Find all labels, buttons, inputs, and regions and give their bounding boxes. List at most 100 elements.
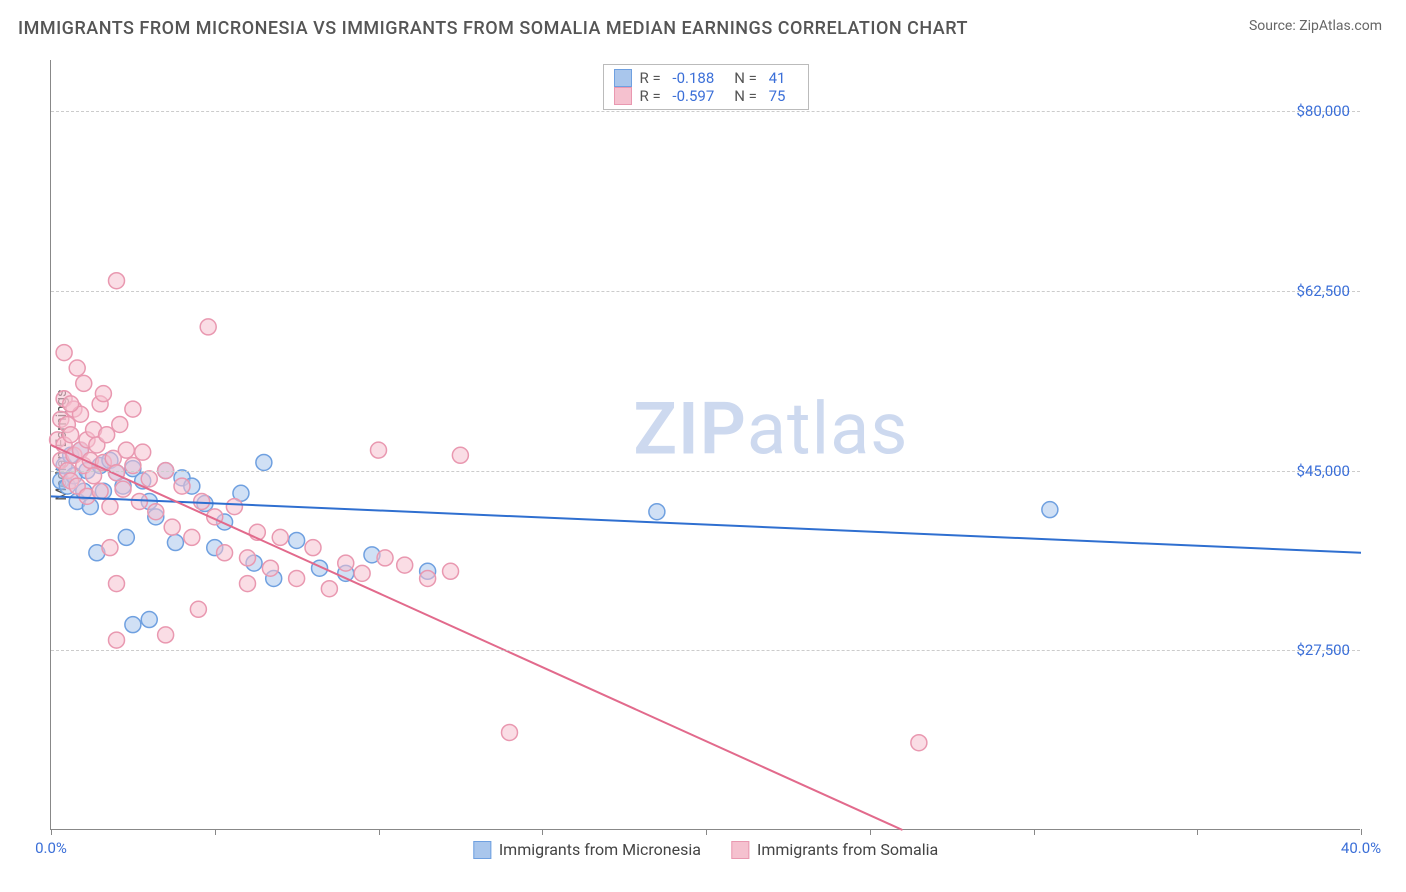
chart-title: IMMIGRANTS FROM MICRONESIA VS IMMIGRANTS… <box>18 18 968 39</box>
x-label-right: 40.0% <box>1341 839 1381 857</box>
data-point <box>92 483 108 499</box>
data-point <box>305 540 321 556</box>
data-point <box>164 519 180 535</box>
x-tick <box>542 829 543 835</box>
data-point <box>200 319 216 335</box>
data-point <box>95 386 111 402</box>
source-attribution: Source: ZipAtlas.com <box>1249 18 1382 34</box>
data-point <box>109 632 125 648</box>
data-point <box>167 535 183 551</box>
gridline <box>51 650 1360 651</box>
data-point <box>148 504 164 520</box>
r-value: -0.597 <box>672 87 714 105</box>
r-label: R = <box>640 87 665 105</box>
data-point <box>420 570 436 586</box>
y-tick-label: $80,000 <box>1296 102 1350 120</box>
legend-stat-row: R = -0.188 N = 41 <box>614 69 798 87</box>
gridline <box>51 291 1360 292</box>
data-point <box>354 565 370 581</box>
data-point <box>131 493 147 509</box>
data-point <box>502 724 518 740</box>
data-point <box>194 493 210 509</box>
data-point <box>911 735 927 751</box>
legend-label: Immigrants from Micronesia <box>499 840 701 859</box>
data-point <box>321 581 337 597</box>
gridline <box>51 111 1360 112</box>
data-point <box>377 550 393 566</box>
y-tick-label: $45,000 <box>1296 462 1350 480</box>
data-point <box>63 396 79 412</box>
x-tick <box>379 829 380 835</box>
legend-item: Immigrants from Somalia <box>731 840 938 859</box>
data-point <box>99 427 115 443</box>
legend-label: Immigrants from Somalia <box>757 840 938 859</box>
x-tick <box>1034 829 1035 835</box>
data-point <box>125 401 141 417</box>
x-tick <box>51 829 52 835</box>
data-point <box>118 529 134 545</box>
series-legend: Immigrants from Micronesia Immigrants fro… <box>473 840 938 859</box>
n-value: 75 <box>769 87 786 105</box>
correlation-legend: R = -0.188 N = 41 R = -0.597 N = 75 <box>603 64 809 110</box>
data-point <box>112 416 128 432</box>
data-point <box>69 360 85 376</box>
data-point <box>256 454 272 470</box>
regression-line <box>51 496 1361 552</box>
data-point <box>56 345 72 361</box>
legend-swatch <box>731 841 749 859</box>
data-point <box>115 481 131 497</box>
x-tick <box>1197 829 1198 835</box>
scatter-svg <box>51 60 1360 829</box>
data-point <box>109 273 125 289</box>
data-point <box>272 529 288 545</box>
data-point <box>240 576 256 592</box>
data-point <box>289 532 305 548</box>
x-tick <box>870 829 871 835</box>
data-point <box>289 570 305 586</box>
legend-stat-row: R = -0.597 N = 75 <box>614 87 798 105</box>
x-label-left: 0.0% <box>35 839 67 857</box>
data-point <box>174 478 190 494</box>
data-point <box>109 576 125 592</box>
legend-swatch <box>473 841 491 859</box>
data-point <box>63 427 79 443</box>
n-label: N = <box>734 69 760 87</box>
x-tick <box>706 829 707 835</box>
data-point <box>649 504 665 520</box>
r-value: -0.188 <box>672 69 714 87</box>
data-point <box>102 499 118 515</box>
x-tick <box>1361 829 1362 835</box>
n-label: N = <box>734 87 760 105</box>
data-point <box>76 375 92 391</box>
data-point <box>141 612 157 628</box>
data-point <box>226 499 242 515</box>
regression-line <box>51 445 903 830</box>
data-point <box>190 601 206 617</box>
chart-plot-area: Median Earnings ZIPatlas R = -0.188N = 4… <box>50 60 1360 830</box>
legend-item: Immigrants from Micronesia <box>473 840 701 859</box>
source-name: ZipAtlas.com <box>1299 18 1382 34</box>
x-tick <box>215 829 216 835</box>
legend-swatch <box>614 69 632 87</box>
gridline <box>51 471 1360 472</box>
data-point <box>135 444 151 460</box>
data-point <box>240 550 256 566</box>
data-point <box>338 555 354 571</box>
data-point <box>141 471 157 487</box>
data-point <box>125 617 141 633</box>
data-point <box>217 545 233 561</box>
data-point <box>371 442 387 458</box>
data-point <box>158 627 174 643</box>
data-point <box>443 563 459 579</box>
n-value: 41 <box>769 69 786 87</box>
data-point <box>184 529 200 545</box>
data-point <box>397 557 413 573</box>
y-tick-label: $62,500 <box>1296 282 1350 300</box>
y-tick-label: $27,500 <box>1296 641 1350 659</box>
source-prefix: Source: <box>1249 18 1299 34</box>
legend-swatch <box>614 87 632 105</box>
data-point <box>102 540 118 556</box>
r-label: R = <box>640 69 665 87</box>
data-point <box>1042 502 1058 518</box>
data-point <box>118 442 134 458</box>
